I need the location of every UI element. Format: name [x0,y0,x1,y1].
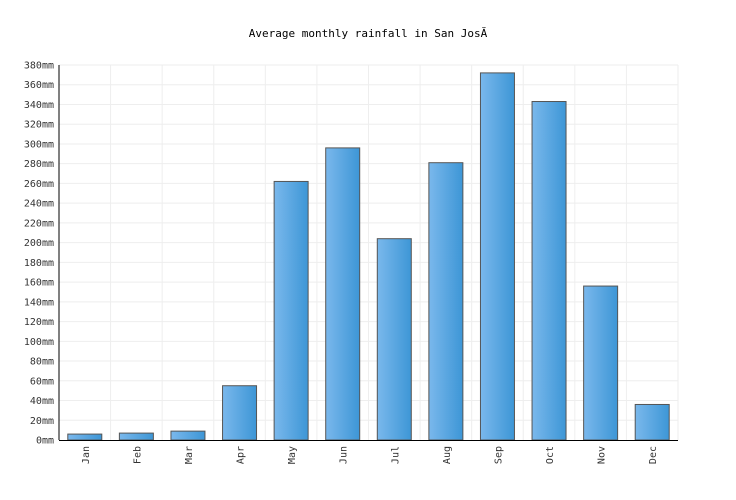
x-tick-label: May [287,446,298,464]
x-tick-label: Aug [442,446,453,464]
bar-aug [428,162,464,441]
bar-sep [479,72,515,441]
y-tick-label: 40mm [30,396,54,407]
x-tick-label: Feb [132,446,143,464]
y-tick-label: 280mm [24,159,54,170]
y-tick-label: 160mm [24,278,54,289]
x-tick-label: Mar [184,446,195,464]
x-tick-label: Jul [390,446,401,464]
y-tick-label: 60mm [30,376,54,387]
bar-jul [376,238,412,441]
bar-oct [531,101,567,441]
y-tick-label: 0mm [36,436,54,447]
y-tick-label: 360mm [24,80,54,91]
x-tick-label: Oct [545,446,556,464]
y-tick-label: 20mm [30,416,54,427]
y-tick-label: 320mm [24,120,54,131]
bar-jan [67,433,103,441]
x-tick-label: Dec [648,446,659,464]
x-tick-labels: Jan Feb Mar Apr May Jun Jul Aug Sep Oct Nov Dec [81,446,659,464]
y-tick-label: 380mm [24,61,54,72]
bar-feb [118,432,154,441]
y-tick-label: 240mm [24,199,54,210]
x-tick-label: Jan [81,446,92,464]
y-tick-label: 220mm [24,218,54,229]
y-tick-label: 300mm [24,139,54,150]
bar-mar [170,430,206,441]
bar-dec [634,403,670,441]
y-tick-label: 260mm [24,179,54,190]
axes [58,65,678,441]
x-tick-label: Jun [339,446,350,464]
grid [59,64,679,440]
x-tick-label: Sep [493,446,504,464]
y-tick-label: 120mm [24,317,54,328]
bar-may [273,180,309,441]
bar-apr [222,385,258,441]
chart-title: Average monthly rainfall in San JosĂ [249,27,488,40]
y-tick-label: 80mm [30,357,54,368]
bars [67,72,670,441]
y-tick-label: 180mm [24,258,54,269]
bar-nov [583,285,619,441]
x-tick-label: Apr [236,446,247,464]
x-tick-label: Nov [597,446,608,464]
bar-jun [325,147,361,441]
y-tick-label: 140mm [24,297,54,308]
y-tick-label: 100mm [24,337,54,348]
y-tick-label: 200mm [24,238,54,249]
y-tick-labels: 0mm 20mm 40mm 60mm 80mm 100mm 120mm 140mm 160mm 1… [24,61,54,447]
y-tick-label: 340mm [24,100,54,111]
